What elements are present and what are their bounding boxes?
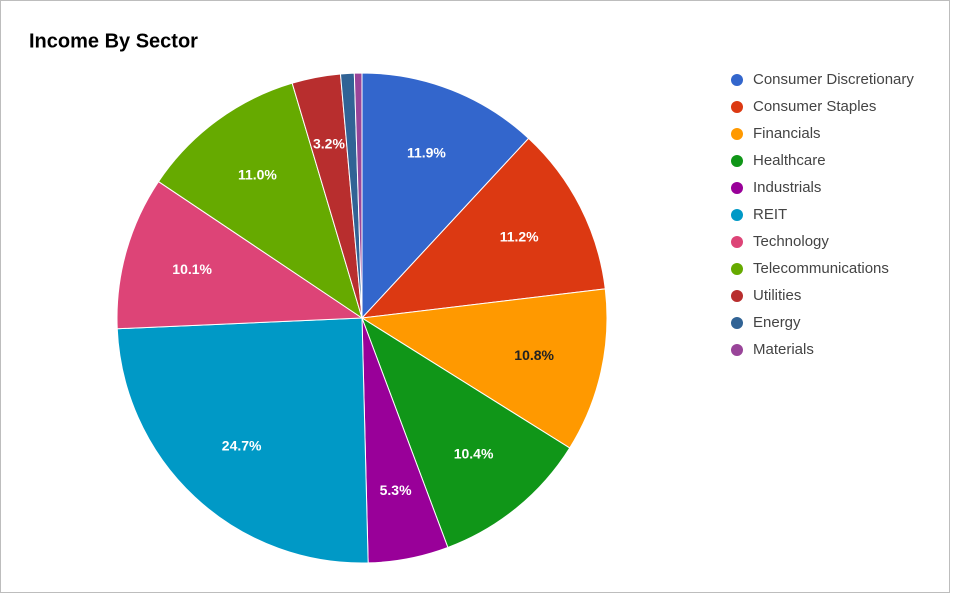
pie-slice [361,316,571,549]
legend-marker [731,74,743,86]
pie-slice [361,72,530,320]
legend-marker [731,182,743,194]
legend-label: Utilities [753,287,801,304]
slice-label: 11.0% [238,167,277,183]
pie-slice [353,72,363,319]
legend-label: Materials [753,341,814,358]
pie-slice [116,180,364,330]
legend-marker [731,344,743,356]
slice-label: 11.9% [407,144,446,160]
legend-marker [731,317,743,329]
legend-label: Consumer Staples [753,98,876,115]
legend-label: Financials [753,125,821,142]
slice-label: 10.4% [454,445,494,461]
slice-label: 24.7% [222,438,262,454]
pie-slice [157,82,363,320]
legend-label: Healthcare [753,152,826,169]
legend-label: Technology [753,233,829,250]
legend-marker [731,290,743,302]
pie-slice [116,317,369,564]
legend-marker [731,128,743,140]
slice-label: 11.2% [500,229,539,245]
pie-slice [360,137,606,319]
legend-marker [731,263,743,275]
slice-label: 5.3% [380,482,412,498]
slice-label: 10.8% [514,347,554,363]
legend-marker [731,101,743,113]
slice-label: 3.2% [313,135,345,151]
legend-label: REIT [753,206,787,223]
legend-label: Industrials [753,179,821,196]
legend-label: Consumer Discretionary [753,71,914,88]
pie-slice [360,288,608,449]
legend-label: Energy [753,314,801,331]
legend-label: Telecommunications [753,260,889,277]
legend-marker [731,209,743,221]
chart-title: Income By Sector [29,30,198,52]
slice-label: 10.1% [172,261,212,277]
legend-marker [731,155,743,167]
legend-marker [731,236,743,248]
